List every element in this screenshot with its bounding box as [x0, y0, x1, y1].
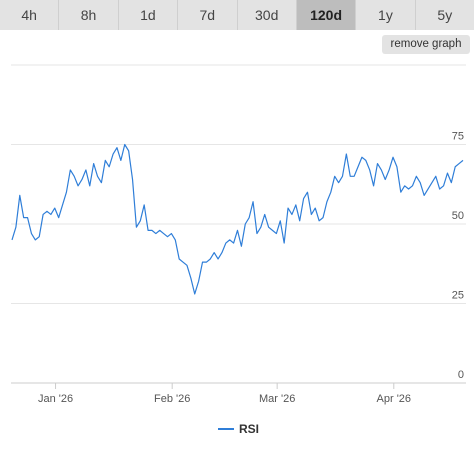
series-line-rsi — [11, 143, 464, 295]
legend-line-icon — [218, 428, 234, 430]
tab-7d[interactable]: 7d — [178, 0, 238, 30]
y-tick-label-25: 25 — [452, 290, 464, 302]
tab-1y[interactable]: 1y — [356, 0, 416, 30]
x-tick-label-3: Apr '26 — [377, 393, 412, 405]
tab-1d[interactable]: 1d — [118, 0, 179, 30]
tab-5y[interactable]: 5y — [415, 0, 474, 30]
tab-120d[interactable]: 120d — [296, 0, 357, 30]
y-axis: 0 25 50 75 — [452, 131, 464, 382]
legend-label: RSI — [239, 422, 260, 436]
remove-graph-button[interactable]: remove graph — [382, 35, 470, 54]
y-tick-label-75: 75 — [452, 131, 464, 143]
tab-30d[interactable]: 30d — [237, 0, 297, 30]
x-axis: Jan '26 Feb '26 Mar '26 Apr '26 — [38, 383, 411, 405]
x-tick-label-0: Jan '26 — [38, 393, 73, 405]
y-tick-label-0: 0 — [458, 369, 464, 381]
legend-item-rsi[interactable]: RSI — [218, 421, 259, 437]
series-layer — [11, 143, 464, 295]
x-tick-label-1: Feb '26 — [154, 393, 190, 405]
tab-8h[interactable]: 8h — [59, 0, 119, 30]
timeframe-tabs: 4h 8h 1d 7d 30d 120d 1y 5y — [0, 0, 474, 30]
tab-4h[interactable]: 4h — [0, 0, 60, 30]
x-tick-label-2: Mar '26 — [259, 393, 295, 405]
grid-lines — [11, 64, 466, 384]
y-tick-label-50: 50 — [452, 210, 464, 222]
